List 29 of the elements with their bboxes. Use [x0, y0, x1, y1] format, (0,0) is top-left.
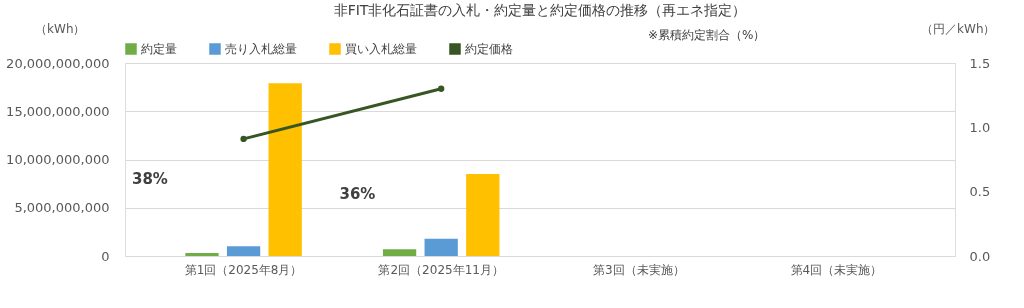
annotation: 38%	[131, 169, 168, 188]
text: ※累積約定割合（%）	[647, 28, 766, 42]
legend-label: 買い入札総量	[345, 42, 417, 56]
y-tick-label: 15,000,000,000	[6, 103, 110, 119]
bar	[424, 238, 458, 256]
legend-label: 約定価格	[465, 42, 513, 56]
bar	[226, 246, 261, 256]
y2-axis-title: （円／kWh）	[921, 21, 996, 36]
bar	[268, 83, 302, 256]
legend-label: 約定量	[141, 42, 177, 56]
bar	[466, 173, 500, 256]
y2-tick-label: 0.5	[969, 184, 991, 200]
annotation: 36%	[339, 185, 376, 204]
x-tick-label: 第2回（2025年11月）	[378, 262, 504, 277]
x-tick-label: 第1回（2025年8月）	[184, 262, 303, 277]
y-axis-title: （kWh）	[35, 21, 86, 36]
y2-tick-label: 1.5	[969, 55, 991, 71]
y-tick-label: 10,000,000,000	[6, 152, 110, 167]
legend-label: 売り入札総量	[225, 42, 297, 56]
bar	[185, 253, 219, 256]
bar	[382, 249, 417, 256]
chart-title: 非FIT非化石証書の入札・約定量と約定価格の推移（再エネ指定）	[333, 2, 747, 18]
x-tick-label: 第3回（未実施）	[592, 262, 685, 277]
x-tick-label: 第4回（未実施）	[790, 262, 883, 277]
y2-tick-label: 1.0	[969, 119, 991, 135]
y2-tick-label: 0.0	[969, 248, 991, 264]
y-tick-label: 0	[101, 248, 110, 264]
y-tick-label: 5,000,000,000	[14, 200, 110, 216]
y-tick-label: 20,000,000,000	[6, 55, 110, 71]
